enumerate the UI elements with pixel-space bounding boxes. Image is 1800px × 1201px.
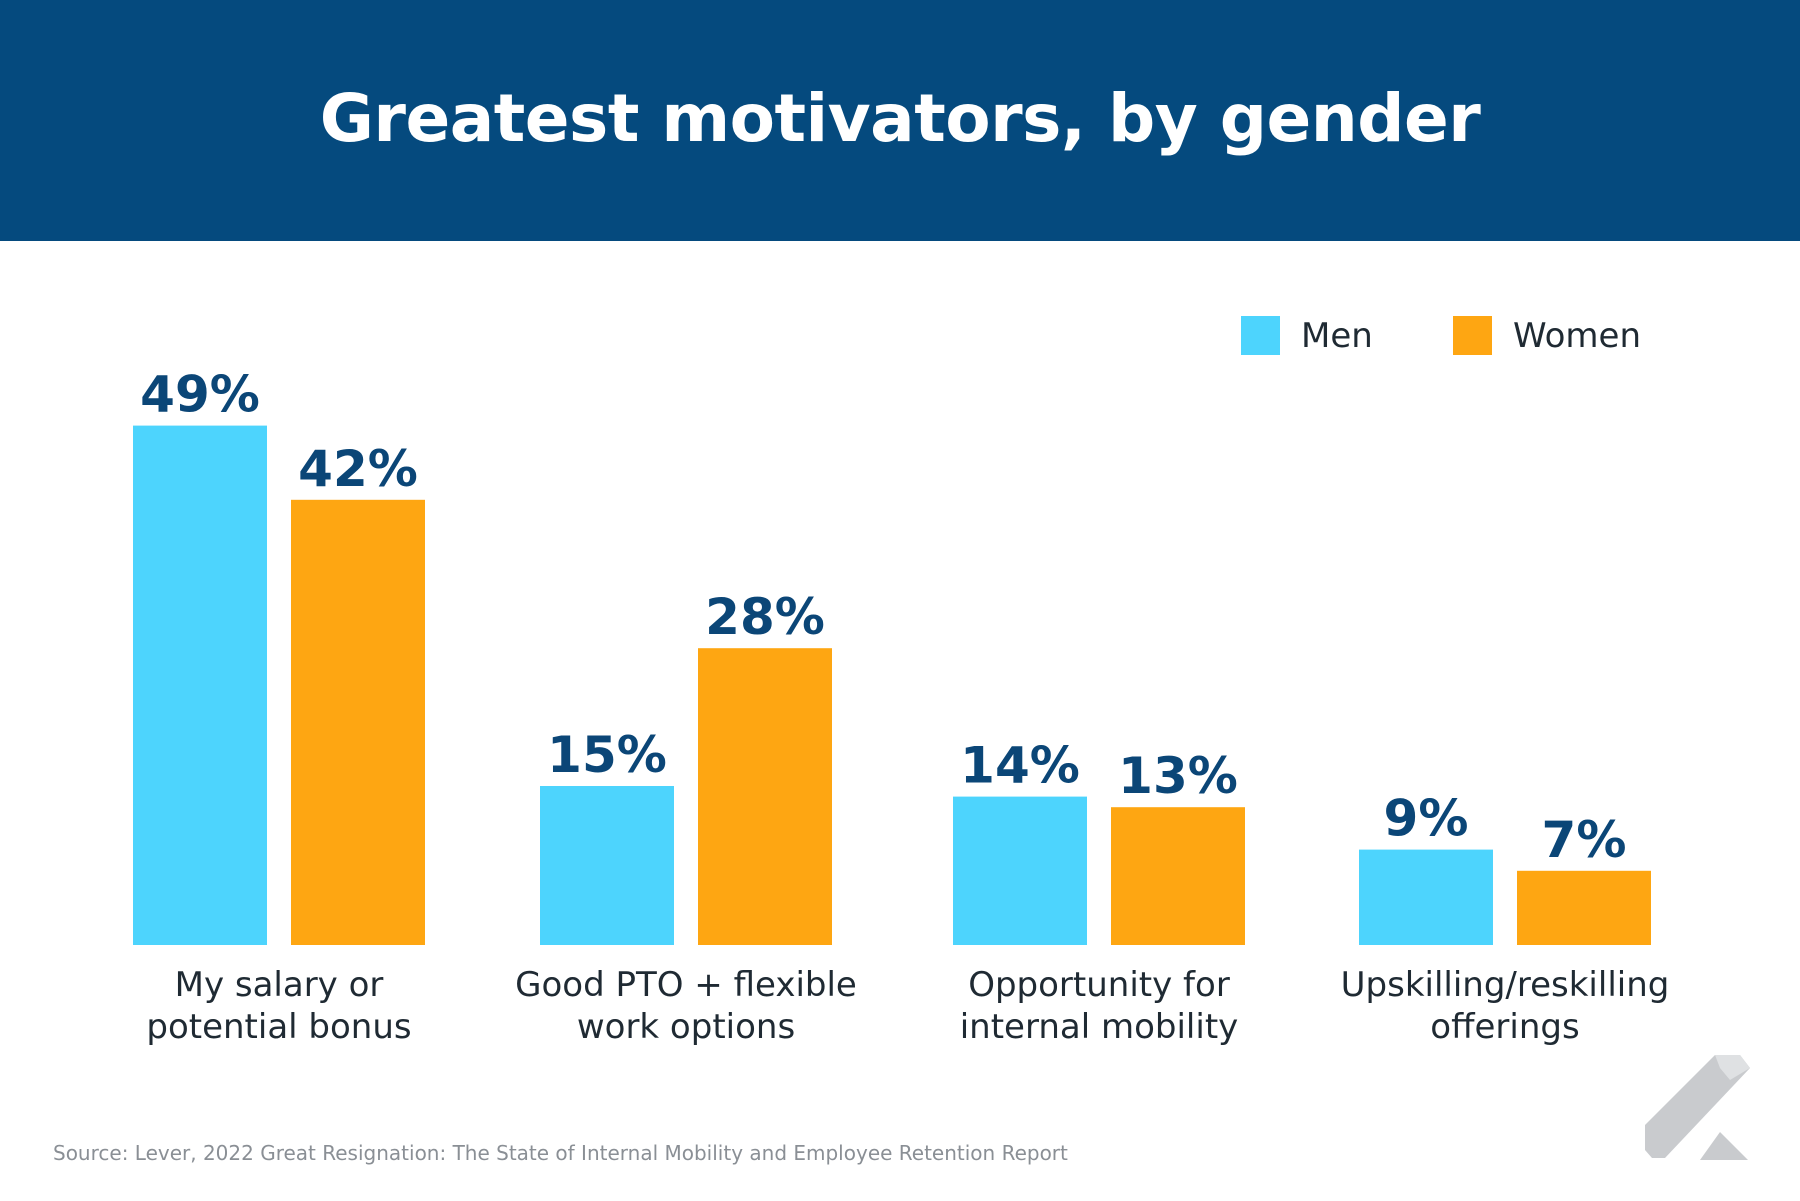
category-label-4: Upskilling/reskilling offerings <box>1341 965 1670 1047</box>
category-label-1: My salary or potential bonus <box>146 965 411 1047</box>
value-label-men-2: 15% <box>547 726 667 784</box>
bar-women-3 <box>1111 807 1245 945</box>
bar-men-4 <box>1359 849 1493 945</box>
page-title: Greatest motivators, by gender <box>319 80 1481 157</box>
legend-swatch-women <box>1453 316 1492 355</box>
value-label-men-1: 49% <box>140 366 260 424</box>
bar-women-2 <box>698 648 832 945</box>
bar-women-4 <box>1517 870 1651 945</box>
value-label-women-3: 13% <box>1118 747 1238 805</box>
legend-swatch-men <box>1241 316 1280 355</box>
bar-men-3 <box>953 796 1087 945</box>
bar-women-1 <box>291 499 425 945</box>
legend-label-women: Women <box>1513 316 1641 356</box>
source-note: Source: Lever, 2022 Great Resignation: T… <box>53 1141 1068 1165</box>
header-banner: Greatest motivators, by gender <box>0 0 1800 241</box>
legend-label-men: Men <box>1301 316 1373 356</box>
value-label-women-4: 7% <box>1542 811 1627 869</box>
value-label-women-2: 28% <box>705 588 825 646</box>
bars <box>133 425 1651 946</box>
category-labels: My salary or potential bonus Good PTO + fl… <box>146 965 1669 1047</box>
bar-men-1 <box>133 425 267 946</box>
category-label-3: Opportunity for internal mobility <box>960 965 1239 1047</box>
value-labels: 49% 42% 15% 28% 14% 13% 9% 7% <box>140 366 1626 869</box>
lever-logo-icon <box>1645 1055 1750 1160</box>
bar-men-2 <box>540 786 674 945</box>
value-label-men-3: 14% <box>960 737 1080 795</box>
category-label-2: Good PTO + flexible work options <box>515 965 857 1047</box>
value-label-women-1: 42% <box>298 440 418 498</box>
value-label-men-4: 9% <box>1384 790 1469 848</box>
legend: Men Women <box>1241 316 1641 356</box>
